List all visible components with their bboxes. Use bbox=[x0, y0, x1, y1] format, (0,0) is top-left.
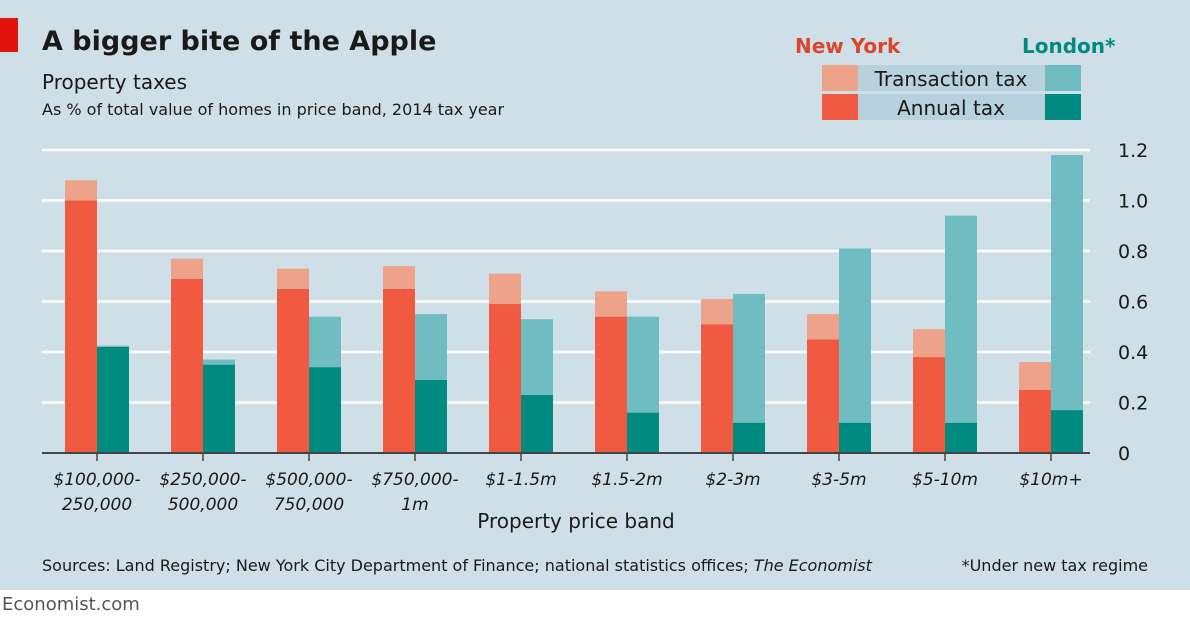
bar-new-york-annual bbox=[595, 316, 627, 453]
bar-london-annual bbox=[97, 346, 129, 453]
y-tick-label: 0.4 bbox=[1118, 342, 1148, 364]
bar-new-york-annual bbox=[701, 324, 733, 453]
x-tick-label: $250,000- bbox=[159, 470, 246, 490]
bar-new-york-transaction bbox=[383, 266, 415, 289]
y-tick-label: 0 bbox=[1118, 443, 1130, 465]
bar-london-transaction bbox=[839, 248, 871, 423]
bar-london-annual bbox=[1051, 410, 1083, 453]
bar-new-york-transaction bbox=[277, 268, 309, 289]
legend-london: London* bbox=[1022, 34, 1116, 58]
bar-london-transaction bbox=[521, 319, 553, 395]
x-tick-label: 750,000 bbox=[274, 495, 344, 515]
y-tick-label: 0.2 bbox=[1118, 393, 1148, 415]
bar-new-york-transaction bbox=[807, 314, 839, 340]
bar-london-annual bbox=[309, 367, 341, 453]
legend-annual-label: Annual tax bbox=[897, 96, 1005, 120]
legend-transaction-band bbox=[822, 65, 1080, 91]
bar-london-annual bbox=[733, 422, 765, 453]
bar-new-york-annual bbox=[913, 357, 945, 453]
bar-london-annual bbox=[203, 364, 235, 453]
bar-london-transaction bbox=[1051, 155, 1083, 411]
x-tick-label: $1-1.5m bbox=[485, 470, 556, 490]
x-tick-label: $750,000- bbox=[371, 470, 458, 490]
y-tick-label: 1.0 bbox=[1118, 191, 1148, 213]
source-text: Sources: Land Registry; New York City De… bbox=[42, 556, 754, 575]
bar-london-transaction bbox=[415, 314, 447, 380]
x-tick-label: $2-3m bbox=[705, 470, 760, 490]
legend-annual-band bbox=[822, 94, 1080, 120]
source-note: Sources: Land Registry; New York City De… bbox=[42, 556, 872, 575]
brand-red-tag bbox=[0, 18, 18, 52]
bar-london-annual bbox=[839, 422, 871, 453]
bar-new-york-annual bbox=[277, 288, 309, 453]
bar-new-york-annual bbox=[489, 304, 521, 453]
bar-new-york-annual bbox=[1019, 389, 1051, 453]
bar-new-york-transaction bbox=[489, 273, 521, 305]
bar-new-york-transaction bbox=[701, 298, 733, 325]
legend-transaction-label: Transaction tax bbox=[874, 67, 1028, 91]
brand-label: Economist.com bbox=[2, 594, 140, 615]
bar-new-york-transaction bbox=[595, 291, 627, 317]
legend-new-york: New York bbox=[795, 34, 901, 58]
bar-london-transaction bbox=[733, 293, 765, 423]
bar-london-transaction bbox=[97, 345, 129, 347]
bar-london-transaction bbox=[945, 215, 977, 423]
bar-london-annual bbox=[521, 394, 553, 453]
x-tick-label: 250,000 bbox=[62, 495, 132, 515]
bar-new-york-transaction bbox=[913, 329, 945, 358]
x-tick-label: $1.5-2m bbox=[591, 470, 662, 490]
legend-swatch-ny-transaction bbox=[822, 65, 858, 91]
bar-london-annual bbox=[945, 422, 977, 453]
x-tick-label: $3-5m bbox=[811, 470, 866, 490]
x-tick-label: $10m+ bbox=[1019, 470, 1082, 490]
plot-area: Transaction tax Annual tax 0 0.2 0.4 0.6 0.8 1.… bbox=[42, 65, 1148, 533]
legend-swatch-ny-annual bbox=[822, 94, 858, 120]
bar-london-annual bbox=[627, 412, 659, 453]
chart-subtitle: Property taxes bbox=[42, 70, 188, 94]
x-tick-label: $5-10m bbox=[912, 470, 978, 490]
bar-new-york-transaction bbox=[171, 258, 203, 279]
bar-london-annual bbox=[415, 379, 447, 453]
footnote: *Under new tax regime bbox=[961, 556, 1148, 575]
x-tick-label: $100,000- bbox=[53, 470, 140, 490]
y-tick-label: 1.2 bbox=[1118, 140, 1148, 162]
legend-swatch-london-transaction bbox=[1045, 65, 1081, 91]
bar-london-transaction bbox=[309, 316, 341, 368]
chart-title: A bigger bite of the Apple bbox=[42, 26, 437, 57]
bar-new-york-transaction bbox=[1019, 362, 1051, 390]
bar-new-york-annual bbox=[807, 339, 839, 453]
y-tick-label: 0.8 bbox=[1118, 241, 1148, 263]
legend-swatch-london-annual bbox=[1045, 94, 1081, 120]
y-tick-label: 0.6 bbox=[1118, 292, 1148, 314]
bar-new-york-annual bbox=[383, 288, 415, 453]
bar-new-york-annual bbox=[65, 200, 97, 453]
x-tick-label: $500,000- bbox=[265, 470, 352, 490]
x-tick-label: 500,000 bbox=[168, 495, 238, 515]
bar-new-york-annual bbox=[171, 278, 203, 453]
bar-london-transaction bbox=[627, 316, 659, 413]
x-axis-title: Property price band bbox=[477, 509, 674, 533]
x-tick-label: 1m bbox=[401, 495, 428, 515]
chart-description: As % of total value of homes in price ba… bbox=[42, 100, 505, 119]
bar-new-york-transaction bbox=[65, 180, 97, 201]
bar-london-transaction bbox=[203, 359, 235, 365]
source-italic: The Economist bbox=[753, 556, 872, 575]
